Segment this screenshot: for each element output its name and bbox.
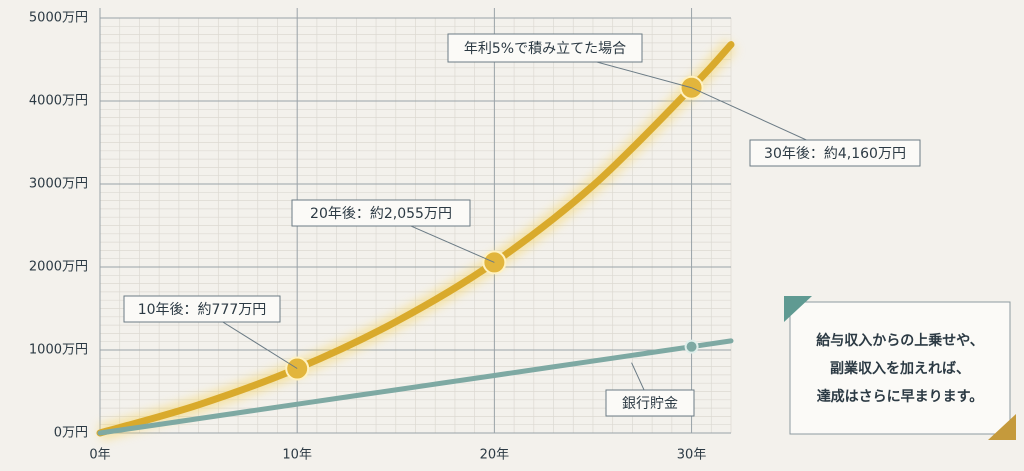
note-corner xyxy=(988,414,1016,440)
y-tick-label: 1000万円 xyxy=(29,343,88,358)
annotation-frame xyxy=(123,295,281,323)
note-line: 給与収入からの上乗せや、 xyxy=(816,332,984,349)
y-tick-label: 0万円 xyxy=(54,426,88,441)
series-label: 銀行貯金 xyxy=(622,396,678,412)
annotation: 10年後：約777万円 xyxy=(138,302,267,318)
annotations: 10年後：約777万円 20年後：約2,055万円 30年後：約4,160万円 年利5… xyxy=(123,33,921,417)
x-tick-label: 20年 xyxy=(480,448,510,463)
note-box: 給与収入からの上乗せや、 副業収入を加えれば、 達成はさらに早まります。 xyxy=(784,296,1016,440)
annotation: 30年後：約4,160万円 xyxy=(764,146,906,162)
y-tick-label: 2000万円 xyxy=(29,260,88,275)
y-tick-label: 4000万円 xyxy=(29,94,88,109)
series-label: 年利5%で積み立てた場合 xyxy=(464,41,626,57)
x-tick-label: 10年 xyxy=(282,448,312,463)
point-marker xyxy=(684,339,699,354)
x-tick-label: 30年 xyxy=(677,448,707,463)
series-line xyxy=(96,41,735,437)
note-corner xyxy=(784,296,812,322)
note-frame xyxy=(789,301,1011,435)
series-label-frame xyxy=(605,389,695,417)
series-label-frame xyxy=(447,33,643,63)
series-line xyxy=(97,338,734,436)
annotation-frame xyxy=(749,139,921,167)
x-tick-label: 0年 xyxy=(89,448,110,463)
annotation-frame xyxy=(291,199,471,227)
y-tick-label: 3000万円 xyxy=(29,177,88,192)
annotation: 20年後：約2,055万円 xyxy=(310,206,452,222)
y-tick-label: 5000万円 xyxy=(29,11,88,26)
note-line: 達成はさらに早まります。 xyxy=(817,388,984,405)
note-line: 副業収入を加えれば、 xyxy=(830,360,970,377)
